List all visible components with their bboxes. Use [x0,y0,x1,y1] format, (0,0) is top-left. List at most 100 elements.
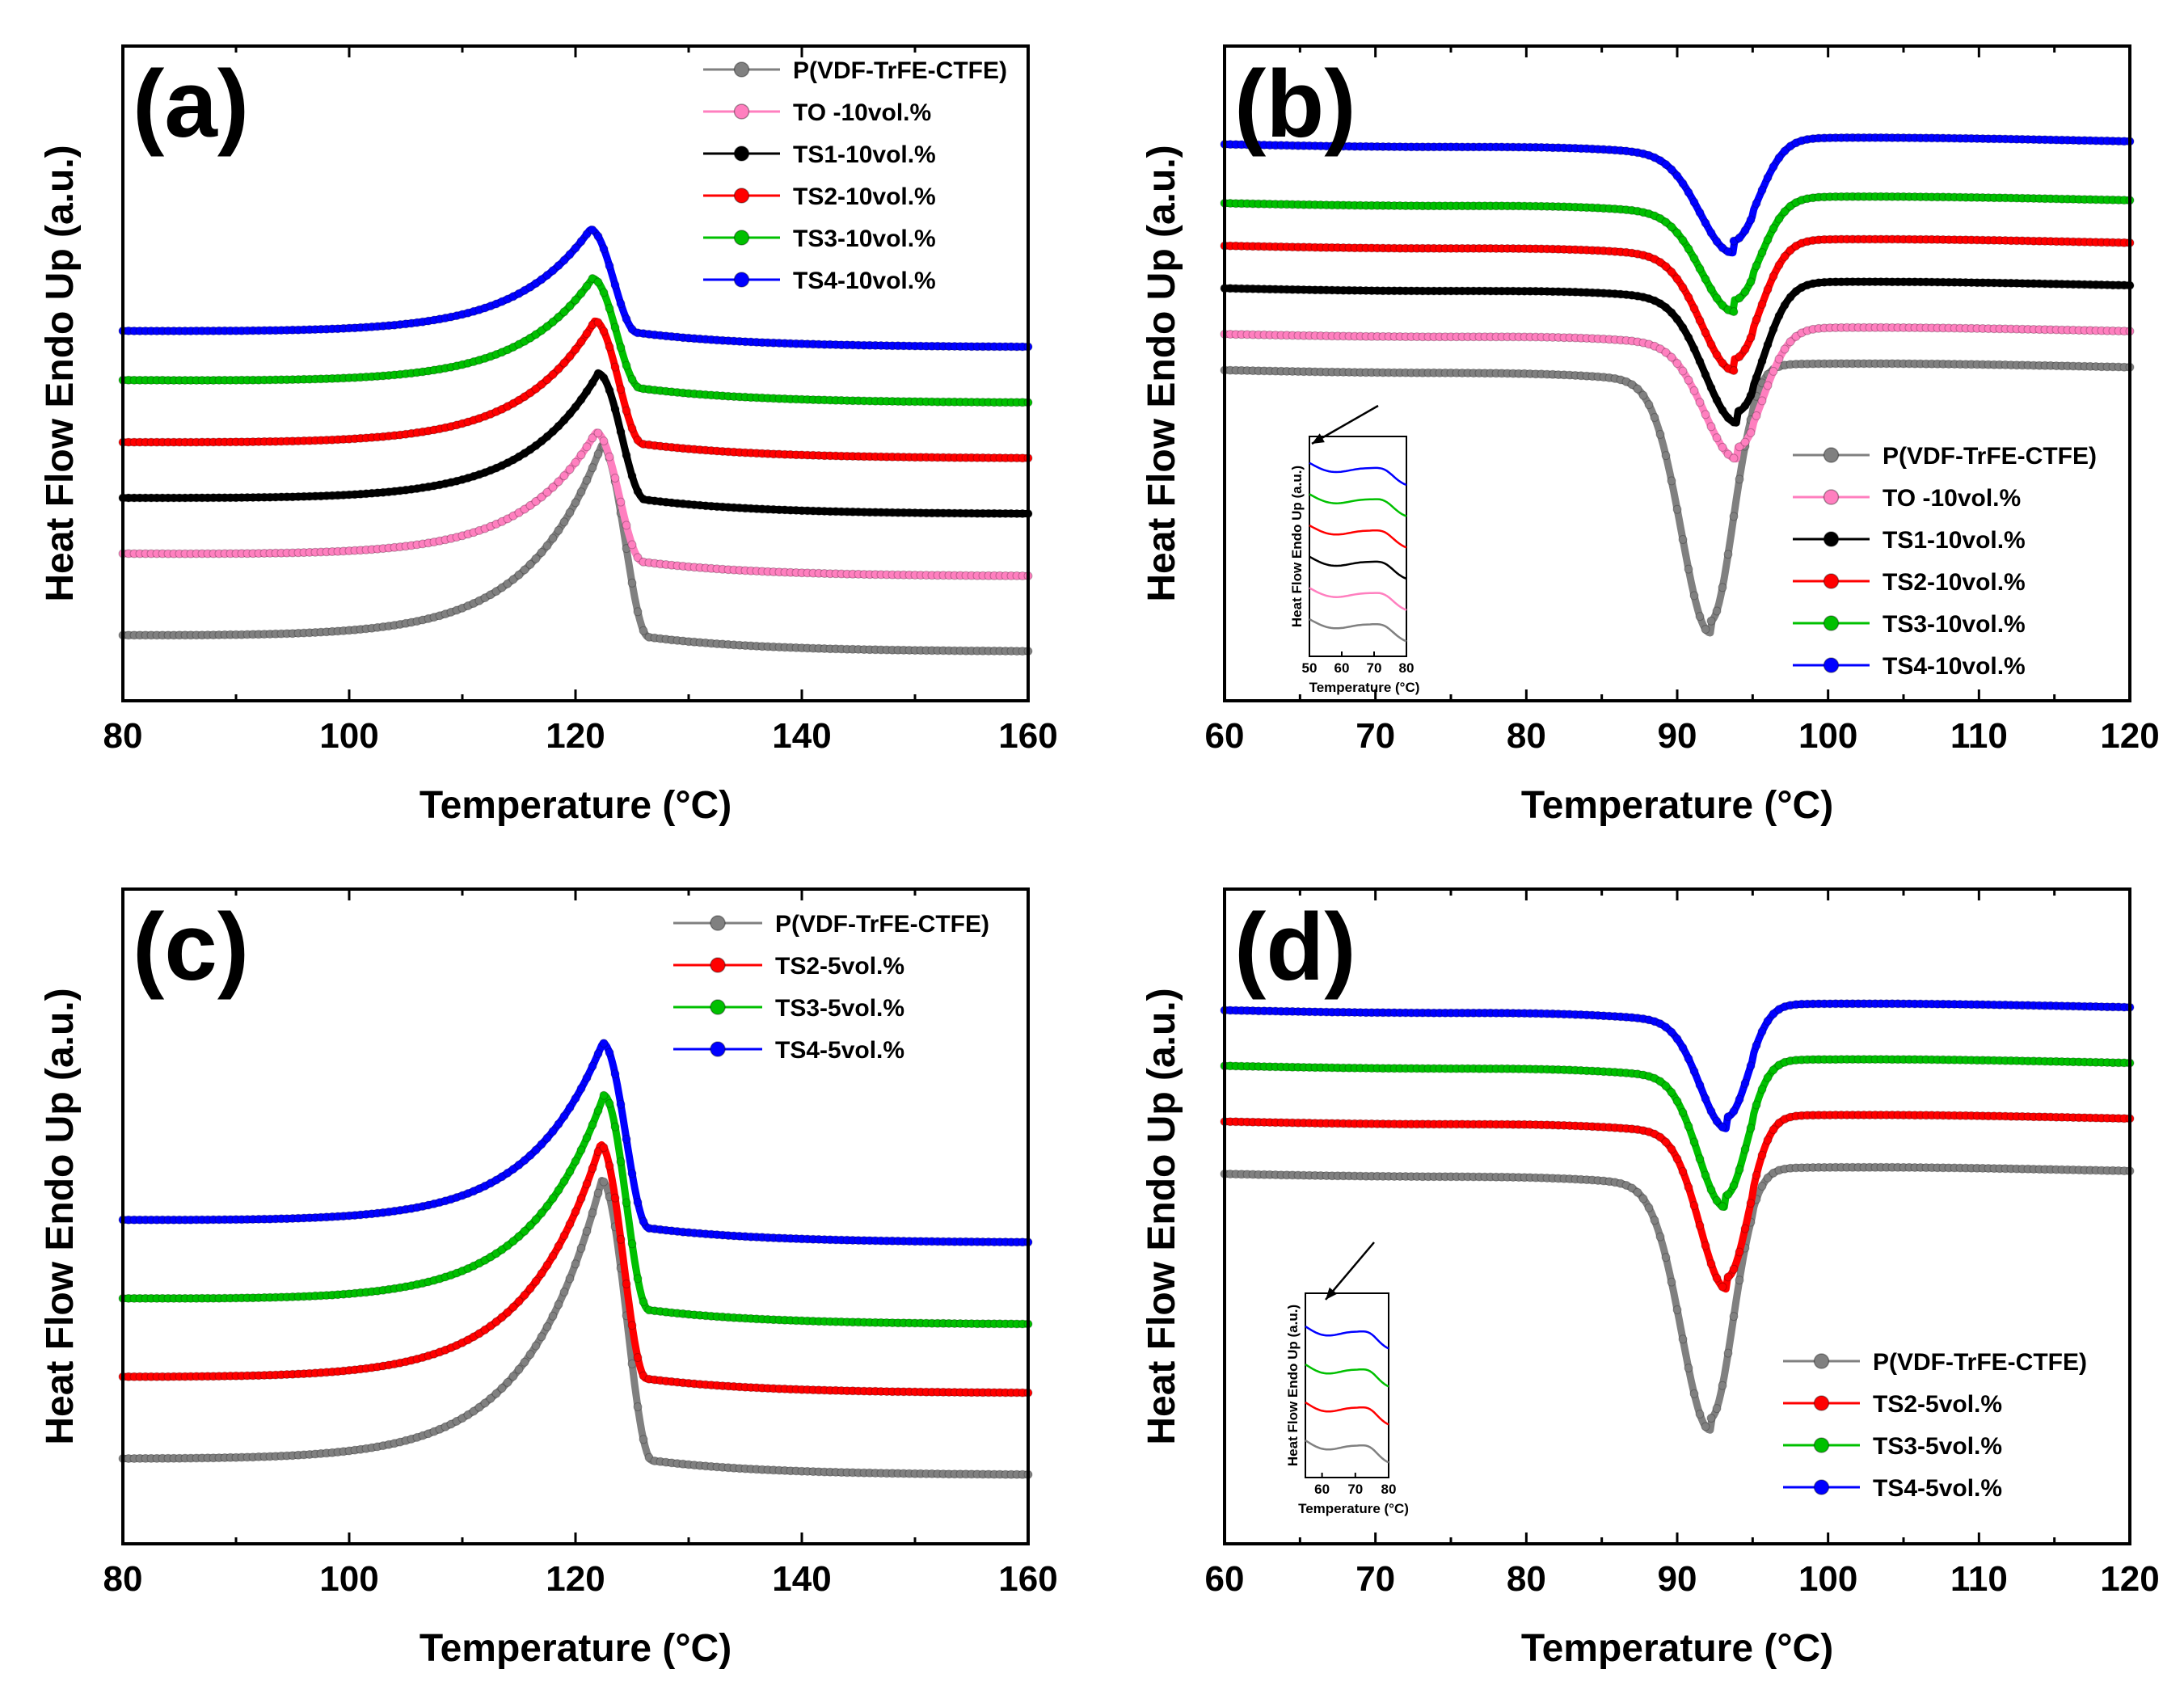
x-tick-label: 100 [1798,716,1857,756]
data-point [1769,1065,1778,1075]
data-point [542,541,552,550]
data-point [593,1147,603,1157]
data-point [554,1186,563,1195]
data-point [1655,1077,1665,1086]
data-point [1729,453,1739,463]
data-point [1689,344,1699,354]
data-point [610,1069,620,1079]
inset: 50 60 70 80 Temperature (°C) Heat Flow Endo U… [1289,404,1419,695]
data-point [1712,293,1722,303]
legend-item-ts3-5vol: TS3-5vol.% [1783,1433,2002,1460]
legend-label: TS3-10vol.% [1883,611,2026,638]
data-point [1718,442,1727,452]
data-point [1769,272,1778,281]
data-point [1661,217,1671,227]
inset: 60 70 80 Temperature (°C) Heat Flow Endo Up … [1285,1242,1409,1516]
legend-marker [1823,573,1840,589]
series-markers [118,226,1033,352]
x-axis-title: Temperature (°C) [420,784,732,827]
data-point [576,337,586,347]
data-point [616,1099,626,1109]
data-point [565,508,575,517]
data-point [1723,1272,1733,1282]
legend-item-to-10vol: TO -10vol.% [703,99,931,126]
x-tick-label: 80 [1507,1559,1546,1599]
legend-item-ts4-5vol: TS4-5vol.% [1783,1475,2002,1502]
x-tick-label: 110 [1950,1559,2008,1599]
legend-marker [1823,657,1840,673]
legend-marker [1823,489,1840,505]
data-point [576,289,586,298]
data-point [514,1160,524,1170]
x-tick-label: 120 [546,1559,605,1599]
data-point [576,487,586,497]
data-point [1672,171,1682,181]
data-point [554,1300,563,1309]
inset-arrow-head [1326,1287,1338,1300]
data-point [588,378,597,388]
data-point [474,1402,484,1412]
data-point [1718,1202,1727,1212]
data-point [582,1179,592,1189]
x-tick-label: 120 [2100,1559,2159,1599]
data-point [542,1322,552,1331]
data-point [542,487,552,497]
data-point [576,237,586,247]
data-point [627,374,637,384]
data-point [548,427,558,436]
data-point [1752,1170,1761,1180]
data-point [599,373,609,382]
data-point [1695,612,1705,622]
series-ts3-5vol [118,1090,1033,1329]
data-point [1752,261,1761,271]
data-point [1769,324,1778,334]
x-tick-label: 100 [1798,1559,1857,1599]
data-point [1729,307,1739,317]
series-markers [1220,1162,2135,1431]
data-point [1689,1066,1699,1076]
x-tick-label: 100 [319,716,378,756]
series-ts4-5vol [118,1039,1033,1247]
data-point [1746,215,1756,225]
data-point [1701,218,1710,228]
data-point [622,360,631,370]
data-point [633,1353,643,1362]
data-point [633,487,643,496]
legend-marker [1823,531,1840,547]
data-point [1752,314,1761,324]
data-point [616,1157,626,1166]
legend-marker [1823,615,1840,631]
data-point [508,575,518,584]
data-point [1757,185,1767,195]
inset-x-tick-label: 70 [1367,660,1382,676]
panel-a: 80 100 120 140 160 Temperature (°C) Heat Flow … [39,44,1058,827]
series-line [1221,278,2134,427]
inset-x-tick-label: 60 [1314,1482,1330,1497]
legend-marker [1813,1479,1830,1495]
data-point [1678,235,1688,245]
legend-label: TS3-5vol.% [1873,1433,2002,1460]
data-point [1672,504,1682,514]
data-point [1684,1054,1693,1064]
series-markers [118,441,1033,656]
data-point [599,244,609,254]
data-point [605,1098,614,1108]
data-point [537,1332,546,1342]
x-tick-label: 80 [103,1559,143,1599]
data-point [1752,1040,1761,1050]
data-point [486,1393,495,1403]
data-point [542,322,552,331]
data-point [559,415,569,425]
data-point [491,1249,501,1258]
data-point [554,365,563,373]
legend-item-p-vdf-trfe-ctfe: P(VDF-TrFE-CTFE) [703,57,1007,84]
data-point [593,231,603,241]
data-point [537,548,546,557]
data-point [1667,1027,1676,1037]
data-point [1757,1182,1767,1191]
series-ts2-5vol [118,1140,1033,1398]
data-point [1678,179,1688,188]
x-tick-label: 160 [998,716,1057,756]
data-point [554,477,563,487]
data-point [503,1308,512,1317]
